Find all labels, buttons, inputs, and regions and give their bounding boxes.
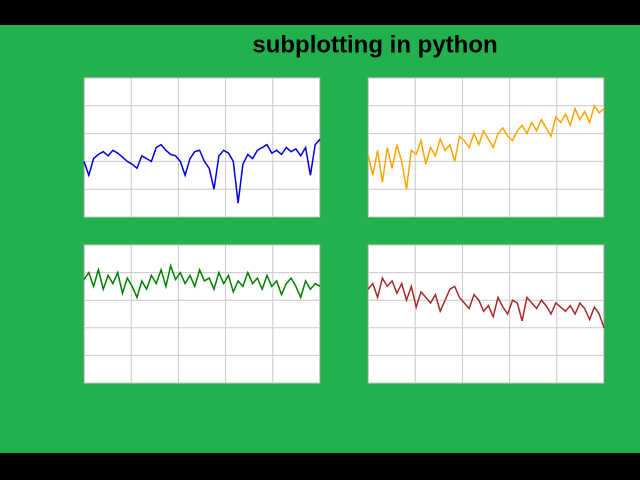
data-line <box>83 263 321 300</box>
plot-area <box>367 244 605 384</box>
bottom-bar <box>0 453 640 480</box>
plot-area <box>83 244 321 384</box>
plot-area <box>367 77 605 218</box>
title: subplotting in python <box>252 31 497 58</box>
data-line <box>367 104 605 190</box>
data-line <box>83 138 321 204</box>
data-line <box>367 276 605 329</box>
plot-area <box>83 77 321 218</box>
top-bar <box>0 0 640 25</box>
